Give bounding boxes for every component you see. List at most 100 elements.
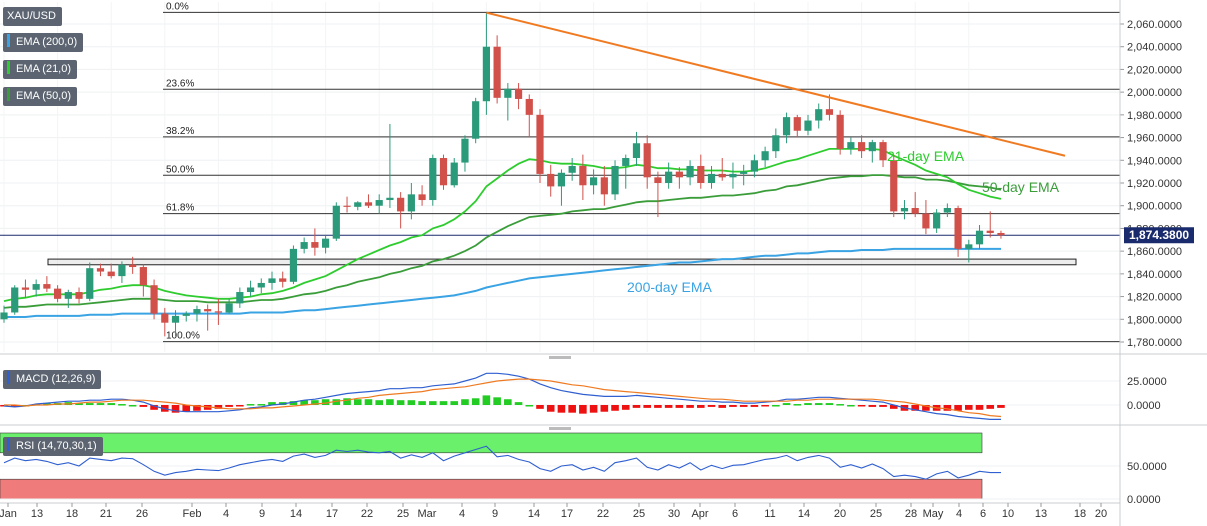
macd-histogram-bar [761,405,769,407]
candle [54,288,62,299]
ema50-line [3,174,1002,309]
x-tick-label: 6 [980,508,986,520]
macd-legend-text: MACD (12,26,9) [16,373,96,385]
macd-histogram-bar [793,404,802,406]
ema200-legend[interactable]: EMA (200,0) [3,33,84,52]
macd-histogram-bar [375,400,383,405]
candle [193,309,201,314]
candle [836,114,844,149]
macd-histogram-bar [654,405,662,408]
macd-histogram-bar [182,405,191,412]
ema200-line [4,247,1001,318]
rsi-swatch [7,438,10,451]
candle [11,287,19,313]
macd-histogram-bar [482,395,491,405]
macd-histogram-bar [43,403,51,405]
x-tick-label: 18 [66,508,78,520]
candle [118,264,126,277]
candle [397,197,405,212]
candle [150,285,158,314]
fib-level-label: 38.2% [166,126,194,137]
x-tick-label: Mar [418,508,437,520]
macd-histogram-bar [343,398,351,405]
candle [965,244,973,249]
candle [729,173,737,178]
macd-histogram-bar [300,400,308,405]
candle [86,268,94,299]
macd-histogram-bar [965,405,973,410]
macd-histogram-bar [439,401,448,405]
macd-histogram-bar [750,405,759,407]
macd-legend[interactable]: MACD (12,26,9) [3,370,102,389]
candle [0,312,8,320]
x-tick-label: 21 [100,508,112,520]
panel-resize-handle [549,427,571,430]
macd-histogram-bar [471,398,480,405]
candle [504,88,512,98]
x-tick-label: 20 [1095,508,1107,520]
rsi-legend-text: RSI (14,70,30,1) [16,440,97,452]
x-tick-label: 22 [361,508,373,520]
candle [975,230,984,245]
ema200-legend-text: EMA (200,0) [16,36,78,48]
ema50-swatch [7,88,10,101]
macd-histogram-bar [954,405,962,411]
macd-histogram-bar [214,405,223,409]
candle [632,143,641,159]
macd-histogram-bar [311,400,319,405]
ema50-legend[interactable]: EMA (50,0) [3,87,78,106]
candle [782,117,791,136]
fib-level-label: 61.8% [166,203,194,214]
symbol-label[interactable]: XAU/USD [3,7,62,26]
candle [707,173,716,183]
ema21-legend-text: EMA (21,0) [16,63,72,75]
candle [493,46,501,98]
candle [482,46,490,102]
macd-histogram-bar [718,405,727,408]
candle [804,120,812,131]
ema21-legend[interactable]: EMA (21,0) [3,60,78,79]
x-tick-label: 13 [1035,508,1047,520]
price-tick-label: 1,800.0000 [1127,314,1182,326]
x-tick-label: 20 [834,508,846,520]
x-tick-label: 14 [798,508,810,520]
macd-histogram-bar [675,405,684,408]
x-tick-label: 14 [290,508,302,520]
candle [322,238,330,248]
x-tick-label: 4 [956,508,962,520]
macd-histogram-bar [857,405,866,407]
candle [429,158,437,201]
macd-histogram-bar [257,404,266,406]
candle [514,88,523,99]
candle [525,98,533,115]
candle [43,284,51,289]
macd-histogram-bar [225,405,233,407]
candle [279,278,287,282]
rsi-line [3,445,1001,480]
ema50-annotation: 50-day EMA [982,179,1060,195]
macd-histogram-bar [364,399,373,405]
macd-histogram-bar [911,405,919,411]
rsi-oversold-zone [0,478,983,500]
macd-histogram-bar [707,405,716,407]
macd-histogram-bar [879,405,887,407]
rsi-legend[interactable]: RSI (14,70,30,1) [3,437,103,456]
candle [364,202,373,206]
rsi-tick-label: 50.0000 [1127,461,1167,473]
macd-histogram-bar [171,405,180,413]
candle [665,171,673,183]
macd-histogram-bar [729,405,737,407]
macd-histogram-bar [804,403,812,405]
macd-swatch [7,371,10,384]
price-tick-label: 1,820.0000 [1127,292,1182,304]
x-tick-label: 4 [459,508,465,520]
candle [868,142,876,152]
candle [268,278,276,283]
macd-histogram-bar [461,399,469,405]
candle [418,194,426,201]
price-tick-label: 1,780.0000 [1127,337,1182,349]
candle [450,162,458,186]
price-tick-label: 1,980.0000 [1127,110,1182,122]
macd-histogram-bar [975,405,984,410]
